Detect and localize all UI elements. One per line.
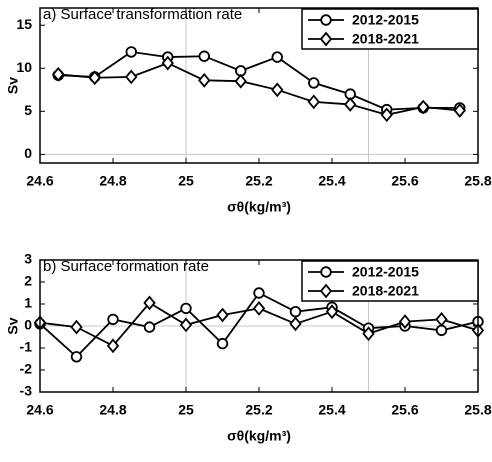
legend-label: 2012-2015 <box>352 12 419 28</box>
x-tick-label: 24.8 <box>99 402 126 418</box>
x-tick-label: 25 <box>178 173 194 189</box>
marker <box>216 307 229 323</box>
legend-marker <box>320 14 332 26</box>
marker <box>271 51 283 63</box>
y-tick-label: 10 <box>16 59 32 75</box>
x-tick-label: 25.4 <box>318 173 345 189</box>
marker <box>435 311 448 327</box>
legend-label: 2018-2021 <box>352 31 419 47</box>
panel: 24.6 24.8 25 25.2 25.4 25.6 25.8 0 5 10 15 a) Surfa… <box>5 6 492 215</box>
marker <box>417 99 430 115</box>
x-tick-label: 24.6 <box>26 173 53 189</box>
panel-title: a) Surface transformation rate <box>43 6 242 23</box>
y-tick-label: 0 <box>24 145 32 161</box>
x-tick-label: 25.6 <box>391 402 418 418</box>
x-tick-label: 25 <box>178 402 194 418</box>
x-tick-label: 25.4 <box>318 402 345 418</box>
y-tick-label: -3 <box>20 383 33 399</box>
x-tick-label: 24.6 <box>26 402 53 418</box>
legend-marker <box>320 266 332 278</box>
y-tick-label: -2 <box>20 361 33 377</box>
marker <box>453 103 466 118</box>
legend-label: 2012-2015 <box>352 264 419 280</box>
marker <box>344 97 357 112</box>
marker <box>307 94 320 110</box>
legend-box <box>301 8 479 50</box>
legend-marker <box>319 31 333 47</box>
x-tick-label: 25.8 <box>464 173 491 189</box>
x-tick-label: 25.2 <box>245 402 272 418</box>
series-line <box>58 62 460 116</box>
y-tick-label: 2 <box>24 273 32 289</box>
x-axis-label: σθ(kg/m³) <box>227 428 291 444</box>
y-tick-label: 3 <box>24 251 32 267</box>
y-tick-label: 1 <box>24 295 32 311</box>
y-axis-label: Sv <box>5 77 21 94</box>
marker <box>88 70 101 86</box>
y-tick-label: 5 <box>24 102 32 118</box>
x-tick-label: 25.8 <box>464 402 491 418</box>
marker <box>106 338 120 354</box>
y-tick-label: 0 <box>24 317 32 333</box>
marker <box>198 50 210 62</box>
panel-title: b) Surface formation rate <box>43 258 209 275</box>
marker <box>289 316 302 332</box>
marker <box>234 73 247 89</box>
marker <box>289 306 302 318</box>
legend-marker <box>319 283 333 299</box>
marker <box>161 55 174 71</box>
x-axis-label: σθ(kg/m³) <box>227 199 291 215</box>
marker <box>308 77 320 89</box>
marker <box>271 82 284 98</box>
marker <box>252 300 266 316</box>
marker <box>435 324 448 337</box>
x-tick-label: 25.6 <box>391 173 418 189</box>
plot-frame <box>39 259 479 393</box>
marker <box>143 295 156 311</box>
marker <box>398 314 412 330</box>
panel: 24.6 24.8 25 25.2 25.4 25.6 25.8 -3 -2 -1 0 1 2 3 b) S… <box>5 251 492 444</box>
y-tick-label: 15 <box>16 16 32 32</box>
plot-frame <box>39 7 479 164</box>
marker <box>179 317 193 333</box>
marker <box>216 337 229 350</box>
y-axis-label: Sv <box>5 317 21 334</box>
marker <box>125 69 138 85</box>
marker <box>143 321 156 333</box>
legend-box <box>301 260 479 302</box>
marker <box>107 313 119 326</box>
marker <box>70 319 83 335</box>
marker <box>125 46 137 58</box>
marker <box>180 302 192 315</box>
x-tick-label: 25.2 <box>245 173 272 189</box>
y-tick-label: -1 <box>20 339 33 355</box>
marker <box>70 351 83 363</box>
legend-label: 2018-2021 <box>352 283 419 299</box>
marker <box>253 287 265 299</box>
marker <box>380 107 393 123</box>
x-tick-label: 24.8 <box>99 173 126 189</box>
marker <box>325 304 339 320</box>
marker <box>362 326 375 342</box>
series-line <box>58 50 460 111</box>
marker <box>198 72 211 88</box>
marker <box>52 66 65 82</box>
